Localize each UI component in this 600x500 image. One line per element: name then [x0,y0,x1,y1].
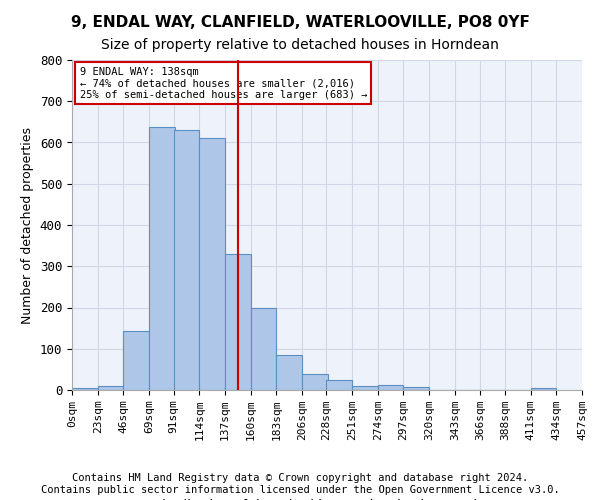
Bar [149,127,175,390]
X-axis label: Distribution of detached houses by size in Horndean: Distribution of detached houses by size … [152,498,502,500]
Bar [530,388,556,390]
Text: 9 ENDAL WAY: 138sqm
← 74% of detached houses are smaller (2,016)
25% of semi-det: 9 ENDAL WAY: 138sqm ← 74% of detached ho… [80,66,367,100]
Bar [352,386,378,390]
Bar [403,386,429,390]
Bar [124,331,149,390]
Bar [72,388,98,390]
Bar [302,374,328,390]
Bar [378,386,403,390]
Bar [276,356,302,390]
Text: 9, ENDAL WAY, CLANFIELD, WATERLOOVILLE, PO8 0YF: 9, ENDAL WAY, CLANFIELD, WATERLOOVILLE, … [71,15,529,30]
Text: Contains HM Land Registry data © Crown copyright and database right 2024.
Contai: Contains HM Land Registry data © Crown c… [41,474,559,495]
Bar [251,308,276,390]
Bar [326,380,352,390]
Bar [173,130,199,390]
Y-axis label: Number of detached properties: Number of detached properties [21,126,34,324]
Bar [199,138,225,390]
Bar [98,386,124,390]
Text: Size of property relative to detached houses in Horndean: Size of property relative to detached ho… [101,38,499,52]
Bar [225,254,251,390]
